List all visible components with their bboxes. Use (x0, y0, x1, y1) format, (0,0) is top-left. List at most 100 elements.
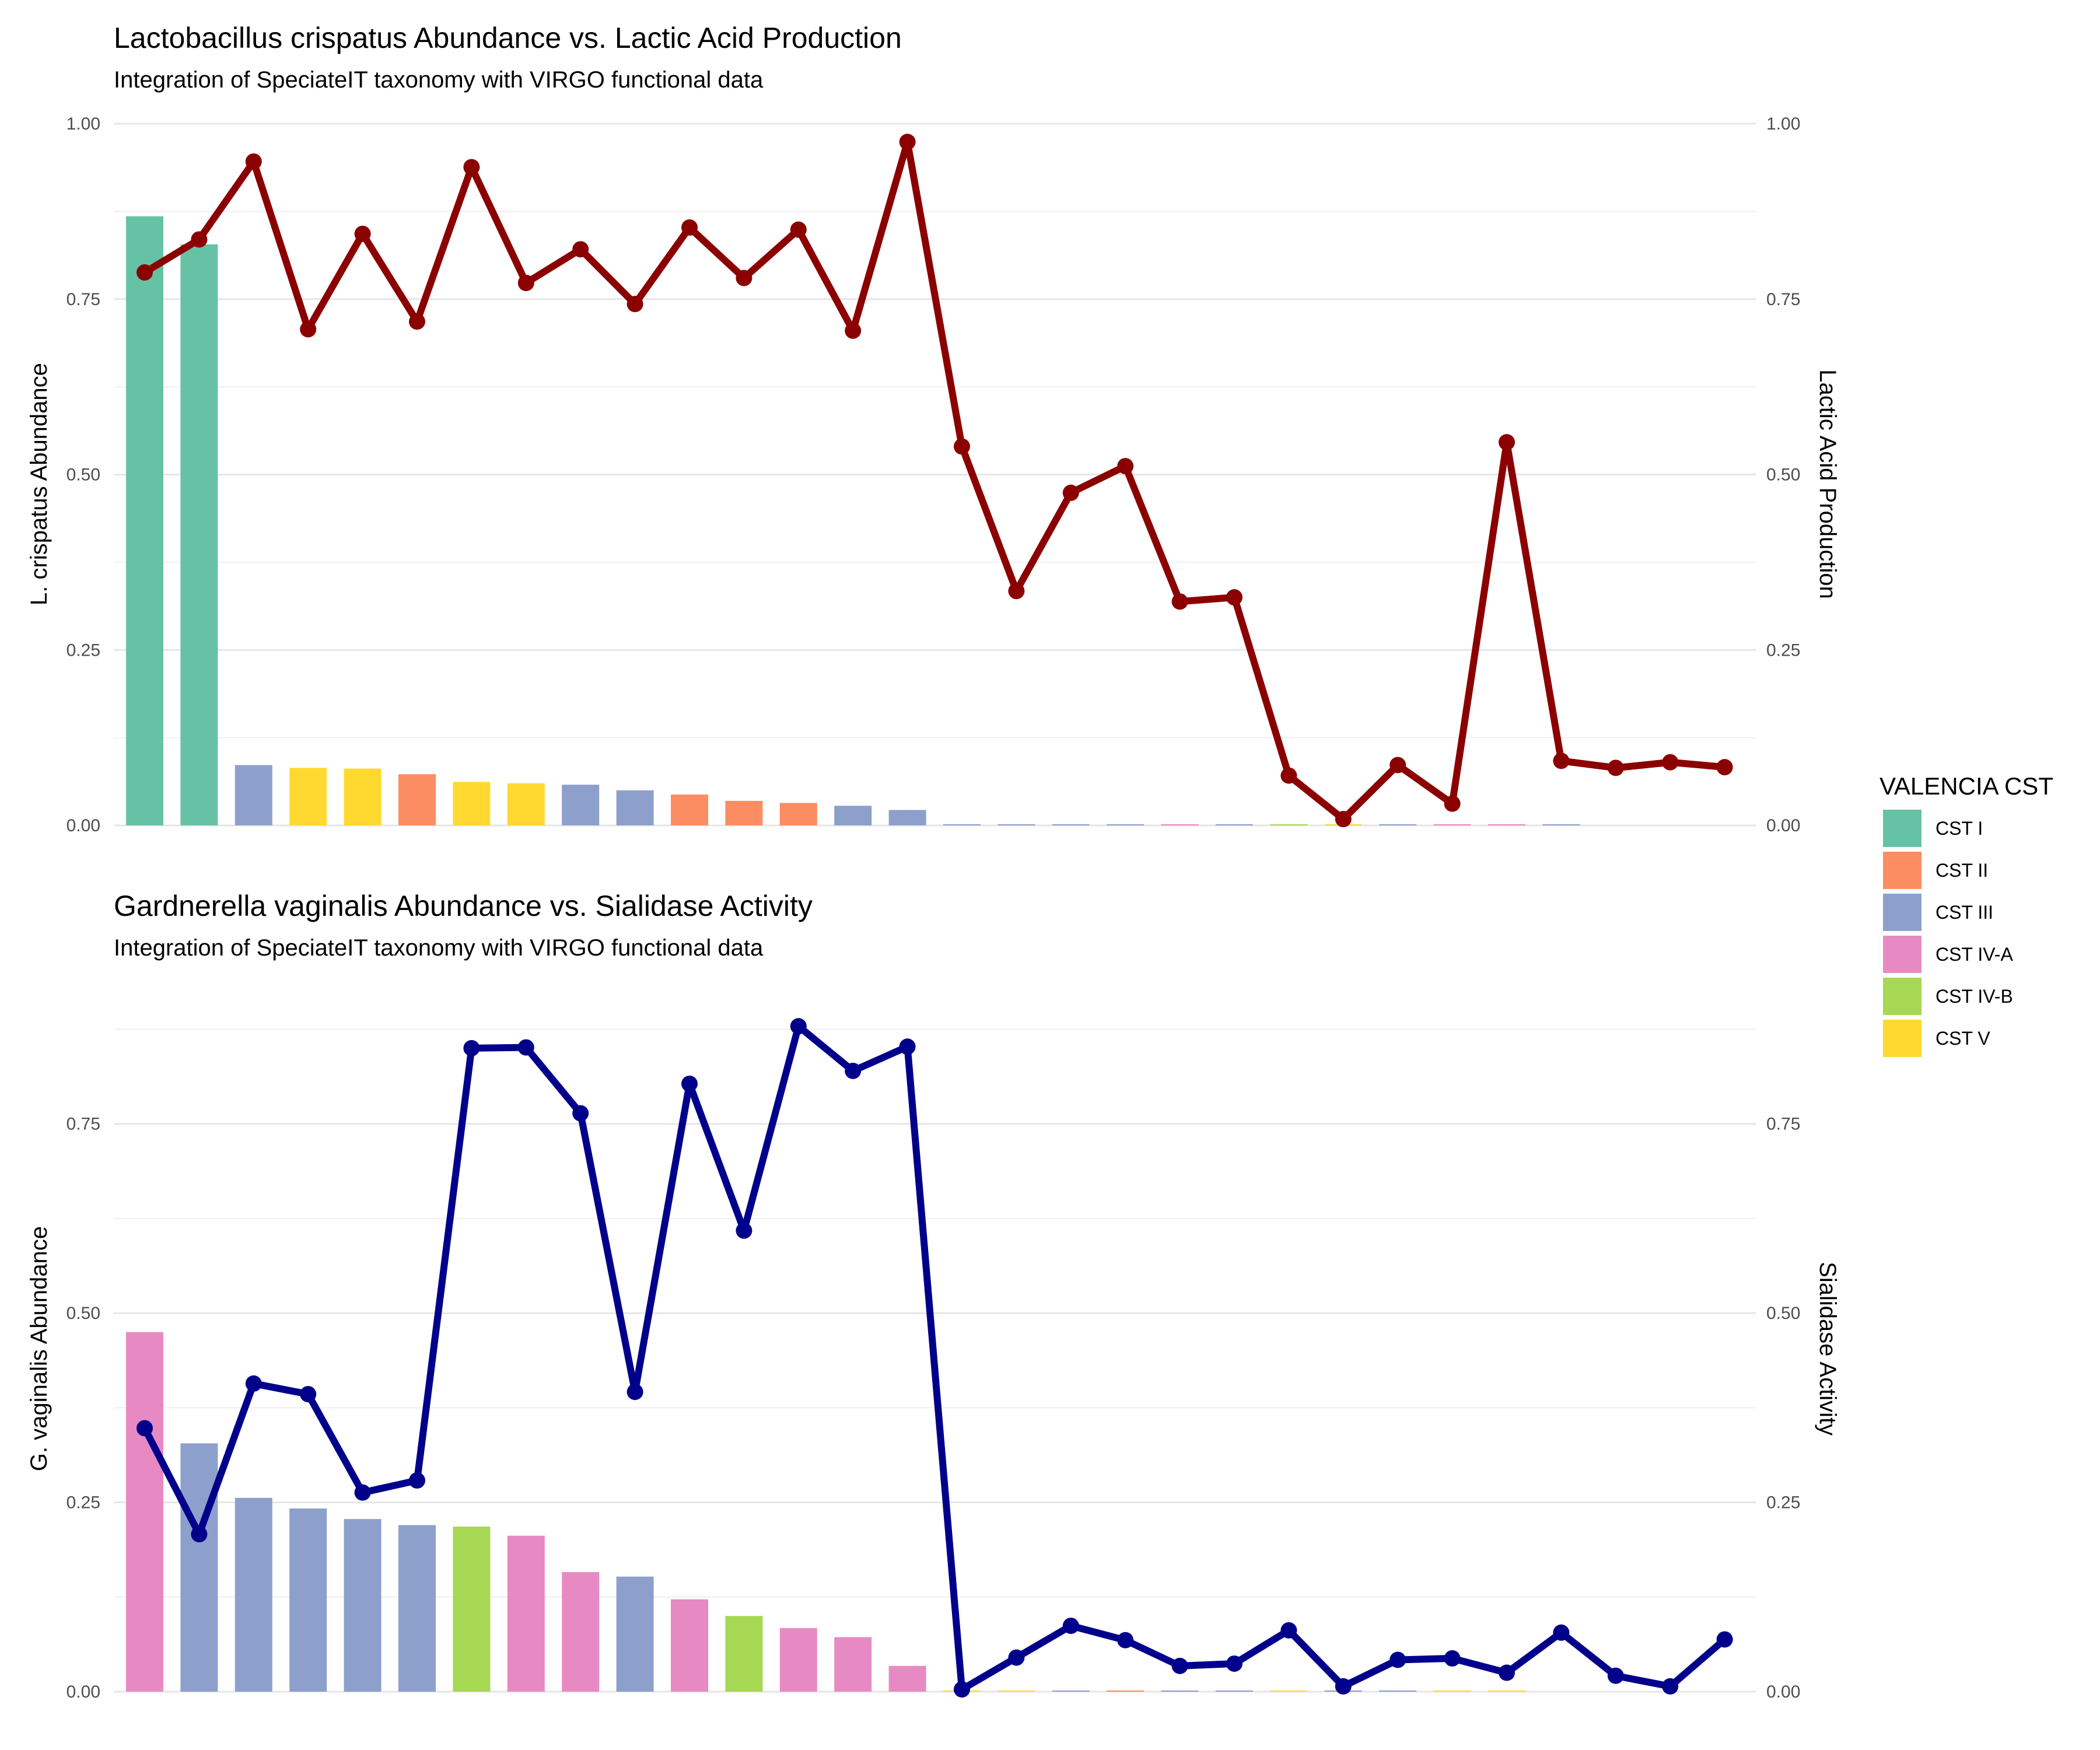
bar (834, 1637, 872, 1692)
bar (1052, 1690, 1090, 1692)
bar (126, 216, 163, 825)
panel2-bars (126, 1332, 1525, 1692)
series-line (141, 1023, 1727, 1693)
y2-tick-label: 0.50 (1766, 1304, 1800, 1323)
bar (888, 810, 926, 825)
series-point (1607, 1667, 1624, 1684)
bar (289, 768, 327, 825)
legend-label: CST II (1936, 860, 1988, 881)
bar (998, 1690, 1035, 1692)
series-point (1390, 1651, 1406, 1668)
panel-lactobacillus: Lactobacillus crispatus Abundance vs. La… (26, 22, 1840, 835)
series-point (1607, 760, 1624, 776)
series-point (136, 264, 153, 281)
series-point (1499, 1664, 1515, 1681)
series-point (626, 296, 643, 313)
series-point (1008, 1649, 1025, 1666)
y-tick-label: 0.25 (66, 1493, 100, 1513)
bar (888, 1665, 926, 1692)
series-point (626, 1384, 643, 1401)
series-point (409, 313, 425, 330)
y2-tick-label: 0.75 (1766, 1115, 1800, 1134)
y-tick-label: 0.50 (66, 1304, 100, 1323)
series-point (463, 1040, 480, 1056)
series-point (1390, 757, 1406, 774)
bar (1107, 824, 1144, 825)
series-point (1117, 1632, 1134, 1648)
series-point (845, 322, 862, 339)
series-point (245, 1375, 262, 1392)
bar (1433, 824, 1471, 825)
panel2-line-series (136, 1018, 1733, 1698)
legend-swatch (1883, 852, 1922, 889)
series-point (1662, 754, 1679, 771)
series-point (736, 270, 752, 286)
panel1-subtitle: Integration of SpeciateIT taxonomy with … (114, 67, 764, 93)
series-point (681, 1075, 698, 1092)
legend-entry: CST IV-B (1883, 978, 2013, 1015)
bar (725, 800, 763, 825)
legend-entry: CST II (1883, 852, 1988, 889)
y-tick-label: 0.50 (66, 466, 100, 485)
bar (180, 1443, 218, 1692)
series-point (1335, 1678, 1352, 1695)
bar (779, 1628, 817, 1692)
series-point (899, 1038, 916, 1055)
panel1-y-axis-label: L. crispatus Abundance (26, 363, 52, 606)
y2-tick-label: 0.25 (1766, 1493, 1800, 1513)
bar (1488, 1690, 1525, 1692)
bar (671, 1599, 708, 1692)
panel1-tick-labels: 0.00 0.00 0.25 0.25 0.50 0.50 0.75 0.75 1.00 1.00 (66, 114, 1801, 835)
bar (507, 783, 545, 825)
series-point (191, 1526, 208, 1543)
series-point (1716, 759, 1733, 776)
bar (1379, 824, 1417, 825)
series-point (899, 134, 916, 150)
bar (1379, 1690, 1417, 1692)
y2-tick-label: 0.75 (1766, 290, 1800, 309)
panel1-line-series (136, 134, 1733, 828)
series-point (517, 275, 534, 292)
legend-swatch (1883, 936, 1922, 973)
bar (1052, 824, 1090, 825)
bar (235, 1497, 272, 1692)
series-point (1553, 1624, 1570, 1641)
bar (1488, 824, 1525, 825)
legend-entry: CST I (1883, 810, 1983, 847)
series-point (1444, 1650, 1461, 1667)
bar (616, 1576, 654, 1692)
bar (1161, 1690, 1199, 1692)
panel2-subtitle: Integration of SpeciateIT taxonomy with … (114, 935, 764, 961)
y2-tick-label: 0.50 (1766, 466, 1800, 485)
y2-tick-label: 0.00 (1766, 1682, 1800, 1702)
series-point (354, 1484, 371, 1501)
legend-entry: CST V (1883, 1020, 1990, 1057)
bar (398, 774, 436, 825)
series-point (1553, 752, 1570, 769)
legend-label: CST III (1936, 902, 1993, 923)
bar (671, 794, 708, 825)
series-point (1662, 1678, 1679, 1695)
panel2-title: Gardnerella vaginalis Abundance vs. Sial… (114, 890, 813, 922)
panel1-gridlines (114, 123, 1756, 827)
series-point (354, 225, 371, 242)
bar (235, 765, 272, 825)
series-point (1226, 1655, 1242, 1672)
panel2-y2-axis-label: Sialidase Activity (1815, 1262, 1840, 1436)
series-point (1171, 593, 1188, 610)
bar (943, 824, 981, 825)
series-point (790, 1018, 807, 1035)
legend-entry: CST III (1883, 894, 1993, 931)
bar (1542, 824, 1580, 825)
bar (562, 1572, 600, 1692)
series-point (954, 438, 970, 455)
series-point (1444, 795, 1461, 812)
bar (344, 768, 382, 825)
series-point (790, 221, 807, 238)
y-tick-label: 1.00 (66, 114, 100, 134)
legend-swatch (1883, 894, 1922, 931)
bar (1216, 824, 1253, 825)
y-tick-label: 0.25 (66, 640, 100, 660)
series-point (572, 241, 589, 258)
